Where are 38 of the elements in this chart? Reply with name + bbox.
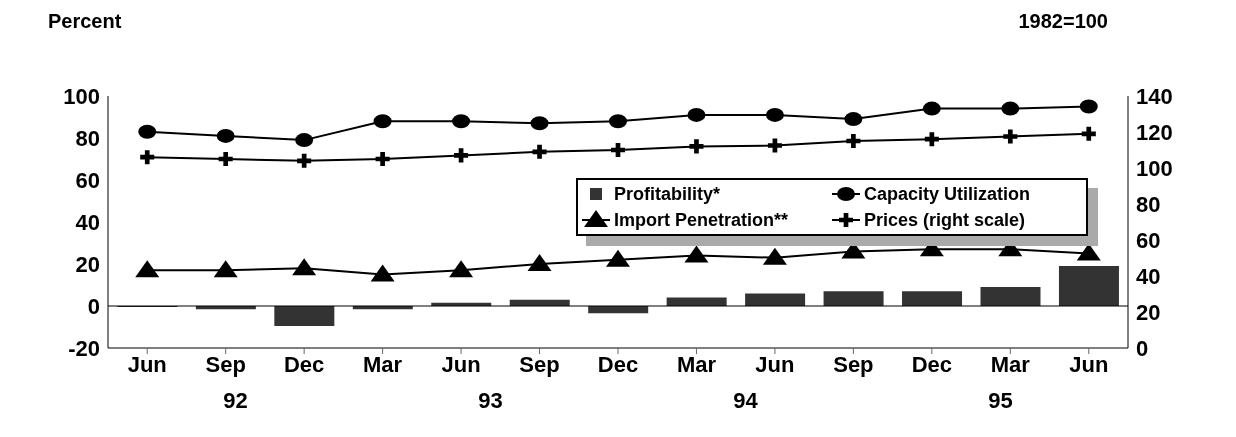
x-tick-label: Mar: [676, 352, 717, 377]
y-tick-label: 40: [75, 209, 100, 235]
y2-tick-label: 80: [1136, 191, 1161, 217]
y2-tick-label: 60: [1136, 227, 1161, 253]
x-tick-label: Jun: [127, 352, 167, 377]
x-tick-label: Dec: [911, 352, 953, 377]
x-tick-label: Dec: [597, 352, 639, 377]
y-axis-title: Percent: [48, 10, 122, 33]
y-tick-label: 80: [75, 125, 100, 151]
legend-label: Capacity Utilization: [864, 183, 1031, 205]
y-tick-label: 100: [63, 83, 100, 109]
x-tick-label: Mar: [990, 352, 1031, 377]
y2-tick-label: 140: [1136, 83, 1173, 109]
y2-tick-label: 120: [1136, 119, 1173, 145]
text: 93: [477, 388, 504, 414]
x-tick-label: Jun: [1069, 352, 1109, 377]
x-tick-label: Dec: [283, 352, 325, 377]
x-tick-label: Jun: [441, 352, 481, 377]
legend-label: Import Penetration**: [614, 209, 789, 231]
y-tick-label: 0: [87, 293, 100, 319]
y2-tick-label: 100: [1136, 155, 1173, 181]
text: 94: [732, 388, 759, 414]
text: 95: [987, 388, 1014, 414]
x-tick-label: Sep: [833, 352, 874, 377]
y2-tick-label: 20: [1136, 299, 1161, 325]
legend-label: Prices (right scale): [864, 209, 1026, 231]
y-tick-label: 60: [75, 167, 100, 193]
y-tick-label: -20: [68, 335, 100, 361]
y2-tick-label: 40: [1136, 263, 1161, 289]
text: 92: [222, 388, 249, 414]
x-tick-label: Sep: [205, 352, 246, 377]
legend-label: Profitability*: [614, 183, 721, 205]
x-tick-label: Jun: [755, 352, 795, 377]
x-tick-label: Mar: [363, 352, 403, 377]
y-tick-label: 20: [75, 251, 100, 277]
x-tick-label: Sep: [519, 352, 560, 377]
y2-tick-label: 0: [1136, 335, 1149, 361]
y2-axis-title: 1982=100: [1018, 10, 1108, 33]
